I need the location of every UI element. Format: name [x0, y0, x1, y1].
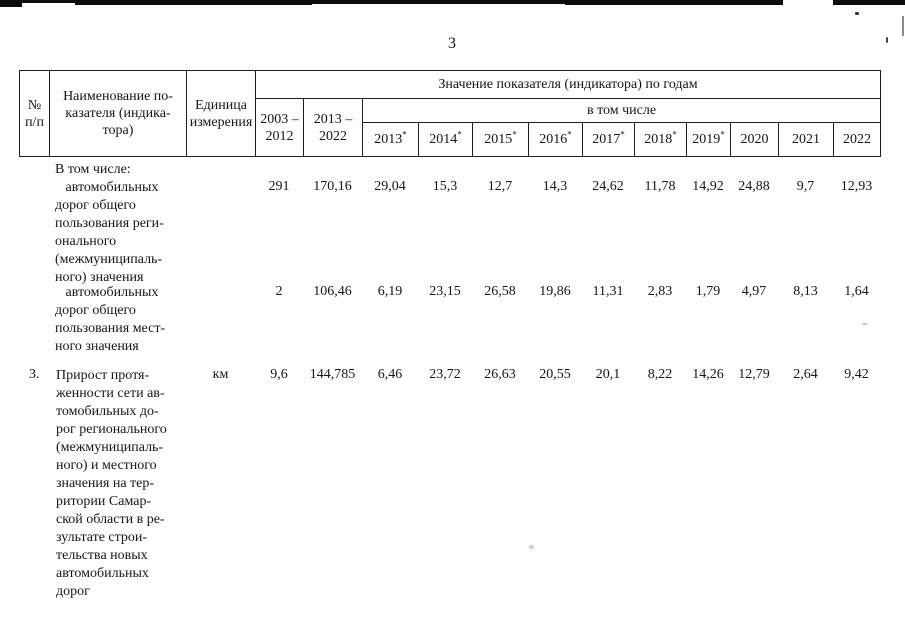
- footnote-star: *: [720, 129, 725, 140]
- value-cell: 14,26: [692, 367, 724, 382]
- col-header-year-2019: 2019*: [686, 122, 731, 157]
- indicator-name: автомобильных дорог общего пользования м…: [55, 285, 166, 354]
- col-header-period-2003-2012: 2003 – 2012: [255, 98, 304, 157]
- indicator-table-header: № п/п Наименование по- казателя (индика-…: [19, 70, 881, 157]
- col-header-including: в том числе: [362, 98, 881, 123]
- value-cell: 9,7: [796, 179, 815, 194]
- scan-speck: [886, 37, 888, 43]
- scan-artifact-bar: [75, 0, 170, 5]
- scan-speck: [862, 323, 868, 325]
- footnote-star: *: [512, 129, 517, 140]
- col-header-year-2021: 2021: [778, 122, 834, 157]
- col-header-year-2014: 2014*: [418, 122, 473, 157]
- value-cell: 20,1: [595, 367, 621, 382]
- value-cell: 26,63: [484, 367, 516, 382]
- value-cell: 26,58: [484, 284, 516, 299]
- value-cell: 1,79: [695, 284, 721, 299]
- value-cell: 11,31: [592, 284, 624, 299]
- col-header-year-2018: 2018*: [634, 122, 687, 157]
- scan-artifact-bar: [162, 0, 312, 5]
- col-header-unit: Единица измерения: [186, 70, 256, 157]
- value-cell: 24,62: [592, 179, 624, 194]
- scan-speck: [529, 545, 534, 549]
- value-cell: 2,64: [793, 367, 818, 382]
- col-header-year-2022: 2022: [833, 122, 881, 157]
- value-cell: 12,7: [487, 179, 513, 194]
- col-header-year-2013: 2013*: [362, 122, 419, 157]
- value-cell: 8,13: [793, 284, 818, 299]
- value-cell: 170,16: [313, 179, 352, 194]
- col-header-period-2013-2022: 2013 – 2022: [303, 98, 363, 157]
- value-cell: 6,19: [377, 284, 403, 299]
- footnote-star: *: [567, 129, 572, 140]
- scan-artifact-bar: [0, 0, 22, 7]
- value-cell: 2: [275, 284, 283, 299]
- value-cell: 291: [268, 179, 290, 194]
- col-header-name: Наименование по- казателя (индика- тора): [49, 70, 187, 157]
- value-cell: 20,55: [539, 367, 571, 382]
- value-cell: 9,6: [270, 367, 288, 382]
- footnote-star: *: [402, 129, 407, 140]
- value-cell: 6,46: [377, 367, 403, 382]
- footnote-star: *: [672, 129, 677, 140]
- value-cell: 9,42: [844, 367, 869, 382]
- value-cell: 23,15: [429, 284, 461, 299]
- value-cell: 11,78: [644, 179, 676, 194]
- value-cell: 106,46: [313, 284, 352, 299]
- value-cell: 1,64: [844, 284, 869, 299]
- value-cell: 29,04: [374, 179, 406, 194]
- footnote-star: *: [457, 129, 462, 140]
- col-header-year-2017: 2017*: [582, 122, 635, 157]
- value-cell: 144,785: [309, 367, 356, 382]
- indicator-name: В том числе: автомобильных дорог общего …: [55, 162, 164, 285]
- scan-artifact-bar: [565, 0, 783, 5]
- value-cell: 4,97: [741, 284, 767, 299]
- scan-artifact-bar: [833, 0, 905, 5]
- value-cell: 14,3: [542, 179, 568, 194]
- page-number: 3: [448, 35, 457, 52]
- value-cell: 2,83: [647, 284, 673, 299]
- indicator-name: Прирост протя- женности сети ав- томобил…: [56, 368, 167, 599]
- col-header-year-2020: 2020: [730, 122, 779, 157]
- col-header-year-2015: 2015*: [472, 122, 529, 157]
- value-cell: 24,88: [738, 179, 770, 194]
- value-cell: 8,22: [647, 367, 673, 382]
- value-cell: 23,72: [429, 367, 461, 382]
- scan-speck: [902, 16, 904, 36]
- row-number: 3.: [29, 367, 40, 382]
- col-header-num: № п/п: [19, 70, 50, 157]
- col-header-year-2016: 2016*: [528, 122, 583, 157]
- scan-artifact-bar: [308, 0, 570, 4]
- value-cell: 19,86: [539, 284, 571, 299]
- scan-speck: [855, 12, 859, 15]
- footnote-star: *: [620, 129, 625, 140]
- value-cell: 14,92: [692, 179, 724, 194]
- col-header-values-group: Значение показателя (индикатора) по года…: [255, 70, 881, 99]
- value-cell: 12,79: [738, 367, 770, 382]
- unit-of-measure: км: [212, 367, 229, 382]
- value-cell: 12,93: [840, 179, 873, 194]
- value-cell: 15,3: [432, 179, 458, 194]
